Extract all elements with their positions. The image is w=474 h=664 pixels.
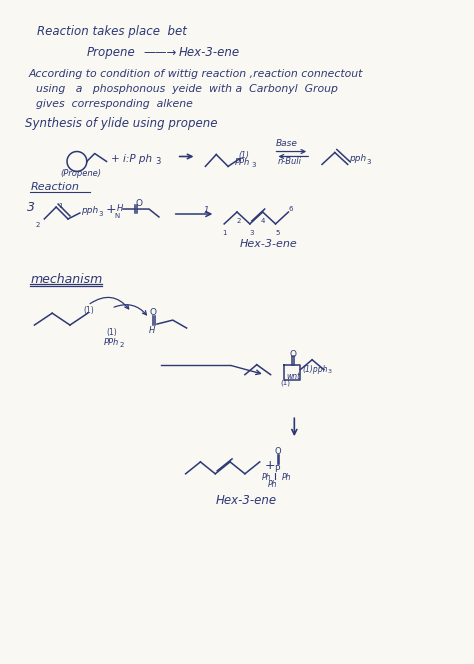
Text: According to condition of wittig reaction ,reaction connectout: According to condition of wittig reactio… [28,69,363,79]
Text: PPh: PPh [235,159,250,167]
Text: 3: 3 [328,369,332,374]
Text: P: P [274,465,280,474]
Text: 5: 5 [275,230,280,236]
Text: 6: 6 [288,206,293,212]
Text: pph: pph [349,155,366,163]
Text: 4: 4 [261,218,265,224]
Text: Ph: Ph [268,480,277,489]
Text: 2: 2 [119,342,124,348]
Text: (1): (1) [281,380,291,386]
Text: 3: 3 [250,230,255,236]
Text: O: O [290,350,296,359]
Text: using   a   phosphonous  yeide  with a  Carbonyl  Group: using a phosphonous yeide with a Carbony… [36,84,338,94]
Text: Reaction takes place  bet: Reaction takes place bet [37,25,187,38]
Text: O: O [274,447,281,456]
Text: Base: Base [275,139,297,147]
Text: n-Buli: n-Buli [277,157,301,167]
Text: +: + [264,459,275,472]
Text: gives  corresponding  alkene: gives corresponding alkene [36,99,193,109]
Text: Hex-3-ene: Hex-3-ene [215,493,276,507]
Text: 2: 2 [237,218,241,224]
Text: 3: 3 [99,211,103,217]
Text: ——→: ——→ [143,46,176,59]
Text: (1): (1) [238,151,249,159]
Text: 1: 1 [58,203,63,209]
Text: Hex-3-ene: Hex-3-ene [240,239,298,249]
Text: Ph: Ph [262,473,271,482]
Text: (1): (1) [84,306,95,315]
Text: (Propene): (Propene) [60,169,101,179]
Text: 3: 3 [27,201,35,214]
Text: Synthesis of ylide using propene: Synthesis of ylide using propene [25,117,217,130]
Text: mechanism: mechanism [30,274,103,286]
Text: Reaction: Reaction [30,182,79,193]
Text: Propene: Propene [87,46,136,59]
Text: (1): (1) [107,328,117,337]
Text: N: N [114,213,120,219]
Text: H: H [149,326,155,335]
Text: 1: 1 [222,230,227,236]
Text: 3: 3 [252,163,256,169]
Text: pph: pph [81,206,98,215]
Text: O: O [135,199,142,208]
Text: PPh: PPh [104,338,119,347]
Text: 2: 2 [36,222,40,228]
Text: 3: 3 [366,159,371,165]
Text: 1: 1 [203,206,209,215]
Text: 3: 3 [155,157,160,167]
Text: (1)pph: (1)pph [302,365,328,374]
Text: +: + [106,203,116,216]
Text: Hex-3-ene: Hex-3-ene [179,46,240,59]
Text: Ph: Ph [282,473,291,482]
Text: O: O [149,308,156,317]
Text: wnt: wnt [286,372,301,380]
Text: + i:P ph: + i:P ph [111,153,153,163]
Text: H: H [117,204,123,213]
